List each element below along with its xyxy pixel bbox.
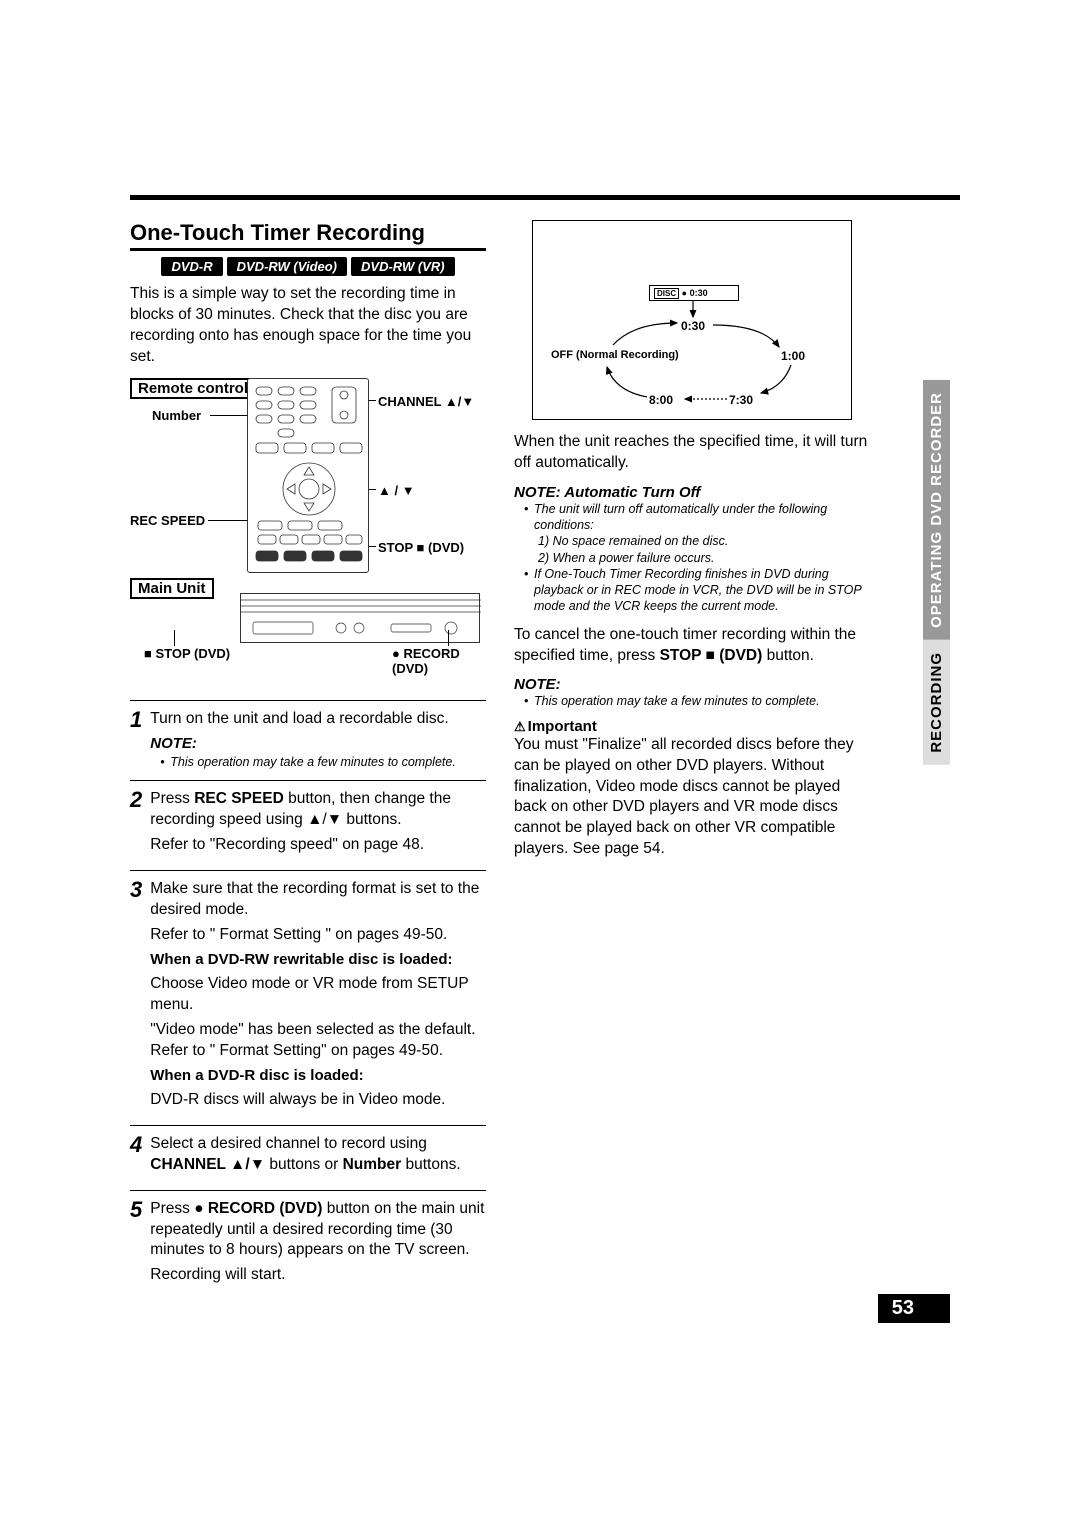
step-3-sub2-head: When a DVD-R disc is loaded: <box>150 1066 486 1086</box>
rec-speed-label: REC SPEED <box>130 513 205 528</box>
format-badges: DVD-R DVD-RW (Video) DVD-RW (VR) <box>130 257 486 276</box>
main-unit-illustration <box>240 593 480 643</box>
step-1: 1 Turn on the unit and load a recordable… <box>130 700 486 780</box>
step-num-5: 5 <box>130 1199 142 1221</box>
tab-recording: RECORDING <box>923 640 950 765</box>
right-note-item: This operation may take a few minutes to… <box>524 693 870 709</box>
intro-text: This is a simple way to set the recordin… <box>130 284 486 368</box>
tab-operating: OPERATING DVD RECORDER <box>923 380 950 640</box>
section-title: One-Touch Timer Recording <box>130 220 486 251</box>
auto-off-item-1: The unit will turn off automatically und… <box>524 501 870 566</box>
side-tabs: OPERATING DVD RECORDER RECORDING <box>923 380 950 765</box>
updown-label: ▲ / ▼ <box>378 483 415 498</box>
record-dvd-label: ● RECORD (DVD) <box>392 646 486 676</box>
step-3-sub1-body2: "Video mode" has been selected as the de… <box>150 1020 486 1062</box>
badge-dvd-rw-video: DVD-RW (Video) <box>227 257 347 276</box>
after-cycle-text: When the unit reaches the specified time… <box>514 432 870 474</box>
important-body: You must "Finalize" all recorded discs b… <box>514 735 870 861</box>
step-2-extra: Refer to "Recording speed" on page 48. <box>150 835 486 856</box>
step-3-sub1-head: When a DVD-RW rewritable disc is loaded: <box>150 950 486 970</box>
stop-dvd-right-label: STOP ■ (DVD) <box>378 540 464 555</box>
right-note-head: NOTE: <box>514 676 870 693</box>
badge-dvd-r: DVD-R <box>161 257 222 276</box>
step-2: 2 Press REC SPEED button, then change th… <box>130 780 486 870</box>
top-rule <box>130 195 960 200</box>
remote-control-label: Remote control <box>130 378 256 399</box>
number-label: Number <box>152 408 201 423</box>
channel-label: CHANNEL ▲/▼ <box>378 394 474 409</box>
step-1-note-head: NOTE: <box>150 734 486 754</box>
step-1-note-item: This operation may take a few minutes to… <box>160 754 486 770</box>
step-num-1: 1 <box>130 709 142 731</box>
step-4: 4 Select a desired channel to record usi… <box>130 1125 486 1190</box>
step-3-sub1-body1: Choose Video mode or VR mode from SETUP … <box>150 974 486 1016</box>
important-head: Important <box>514 718 870 735</box>
stop-dvd-left-label: ■ STOP (DVD) <box>144 646 230 661</box>
step-num-4: 4 <box>130 1134 142 1156</box>
left-column: One-Touch Timer Recording DVD-R DVD-RW (… <box>130 220 486 1300</box>
timer-cycle-diagram: DISC ● 0:30 0:30 1:00 7:30 8:00 OFF (Nor… <box>532 220 852 420</box>
right-note-list: This operation may take a few minutes to… <box>514 693 870 709</box>
auto-off-list: The unit will turn off automatically und… <box>514 501 870 615</box>
page-number: 53 <box>878 1294 950 1323</box>
main-unit-label: Main Unit <box>130 578 214 599</box>
cycle-arrows <box>533 221 853 421</box>
step-1-note-list: This operation may take a few minutes to… <box>150 754 486 770</box>
step-4-body: Select a desired channel to record using… <box>150 1134 486 1176</box>
step-5: 5 Press ● RECORD (DVD) button on the mai… <box>130 1190 486 1301</box>
step-3-sub2-body: DVD-R discs will always be in Video mode… <box>150 1090 486 1111</box>
control-diagram: Remote control Number REC SPEED CHANNEL … <box>130 378 486 688</box>
step-5-body: Press ● RECORD (DVD) button on the main … <box>150 1199 486 1262</box>
step-num-2: 2 <box>130 789 142 811</box>
step-3-body: Make sure that the recording format is s… <box>150 879 486 921</box>
step-5-extra: Recording will start. <box>150 1265 486 1286</box>
step-3: 3 Make sure that the recording format is… <box>130 870 486 1125</box>
step-2-body: Press REC SPEED button, then change the … <box>150 789 486 831</box>
auto-off-item-2: If One-Touch Timer Recording finishes in… <box>524 566 870 615</box>
step-1-body: Turn on the unit and load a recordable d… <box>150 709 486 730</box>
page-content: One-Touch Timer Recording DVD-R DVD-RW (… <box>130 220 870 1300</box>
step-3-extra: Refer to " Format Setting " on pages 49-… <box>150 925 486 946</box>
right-column: DISC ● 0:30 0:30 1:00 7:30 8:00 OFF (Nor… <box>514 220 870 1300</box>
badge-dvd-rw-vr: DVD-RW (VR) <box>351 257 455 276</box>
remote-illustration <box>247 378 369 573</box>
step-num-3: 3 <box>130 879 142 901</box>
auto-off-head: NOTE: Automatic Turn Off <box>514 484 870 501</box>
cancel-text: To cancel the one-touch timer recording … <box>514 625 870 667</box>
